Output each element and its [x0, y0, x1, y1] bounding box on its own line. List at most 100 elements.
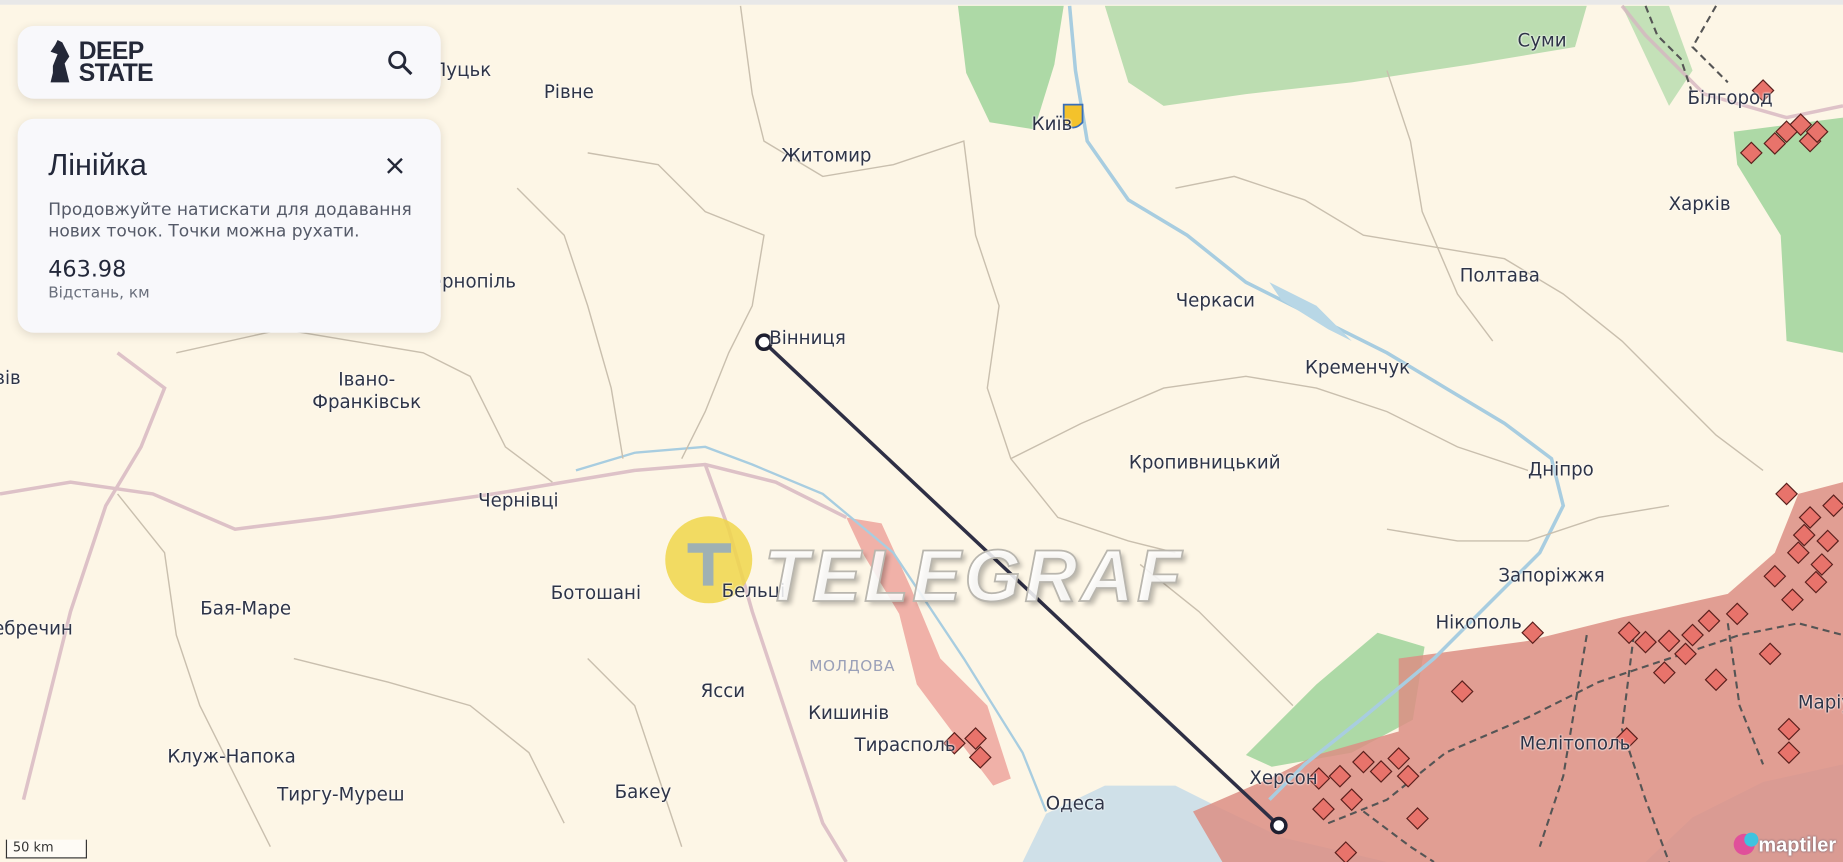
city-label: Мелітополь	[1519, 733, 1631, 755]
city-label: Рівне	[543, 81, 594, 103]
city-label: Львів	[0, 367, 21, 389]
strike-marker	[1816, 529, 1840, 553]
strike-marker	[1781, 588, 1804, 612]
city-label: Ботошані	[550, 582, 642, 604]
strike-marker	[1739, 141, 1763, 165]
strike-marker	[1369, 760, 1393, 783]
city-label: Бельці	[721, 580, 786, 602]
strike-marker	[1334, 841, 1358, 862]
strike-marker	[1777, 741, 1801, 765]
strike-marker	[964, 727, 987, 750]
watermark-glyph	[687, 543, 732, 586]
strike-marker	[1615, 727, 1639, 750]
watermark: TELEGRAF	[763, 535, 1185, 618]
river	[1067, 5, 1566, 801]
city-label: Кишинів	[808, 702, 890, 724]
forest	[1733, 117, 1843, 353]
strike-marker	[1634, 630, 1657, 654]
strike-marker	[942, 731, 966, 755]
city-label: Запоріжжя	[1498, 565, 1605, 587]
occupied-area	[1193, 482, 1843, 862]
strike-marker	[1340, 788, 1364, 812]
strike-marker	[1751, 79, 1775, 102]
ruler-panel: Лінійка Продовжуйте натискати для додава…	[17, 118, 441, 333]
city-label: Тиргу-Муреш	[277, 783, 405, 805]
strike-marker	[1307, 767, 1331, 790]
reservoir	[1269, 282, 1352, 342]
transnistria	[846, 517, 1011, 786]
forest	[1245, 632, 1425, 767]
strike-marker	[1681, 623, 1704, 647]
maptiler-logo	[1744, 832, 1759, 847]
attribution[interactable]: maptiler	[1758, 833, 1837, 857]
strike-marker	[1763, 132, 1787, 155]
city-label: Херсон	[1249, 767, 1318, 789]
forest	[957, 5, 1064, 130]
scale-bar: 50 km	[5, 839, 87, 859]
strike-marker	[1805, 120, 1829, 144]
strike-marker	[1775, 482, 1798, 506]
strike-marker	[1758, 642, 1782, 666]
strike-marker	[1406, 807, 1429, 830]
search-button[interactable]	[387, 49, 415, 77]
strike-marker	[1450, 680, 1474, 703]
country-label: МОЛДОВА	[809, 657, 896, 676]
header-panel: DEEP STATE	[17, 25, 441, 99]
forest	[1104, 5, 1587, 106]
strike-marker	[1697, 609, 1721, 633]
strike-marker	[1396, 764, 1420, 788]
strike-marker	[1652, 661, 1676, 685]
city-label: Білгород	[1687, 87, 1773, 109]
strike-marker	[1775, 120, 1798, 144]
ruler-point[interactable]	[755, 333, 773, 352]
city-label: Ясси	[700, 680, 746, 702]
distance-label: Відстань, км	[48, 284, 150, 303]
strike-marker	[1798, 506, 1822, 529]
strike-marker	[1617, 621, 1641, 645]
strike-marker	[968, 745, 992, 769]
ruler-hint: Продовжуйте натискати для додавання нови…	[48, 201, 412, 242]
city-label: Маріуполь	[1797, 692, 1843, 714]
strike-marker	[1352, 750, 1375, 774]
close-button[interactable]	[384, 155, 405, 176]
ruler-line	[762, 340, 1281, 827]
strike-marker	[1521, 621, 1545, 645]
strike-marker	[1704, 668, 1728, 692]
strike-marker	[1763, 564, 1787, 588]
city-label: Житомир	[781, 145, 872, 167]
city-label: Кропивницький	[1128, 452, 1281, 474]
strike-marker	[1786, 541, 1810, 565]
forest	[1622, 5, 1693, 106]
city-label: Кременчук	[1305, 356, 1411, 379]
strike-marker	[1674, 642, 1697, 666]
strike-marker	[1810, 553, 1834, 576]
strike-marker	[1804, 570, 1828, 594]
ruler-point[interactable]	[1269, 816, 1288, 835]
logo-icon	[50, 39, 70, 83]
strike-marker	[1657, 629, 1681, 653]
city-label: Одеса	[1045, 793, 1106, 815]
strike-markers	[942, 79, 1843, 862]
logo[interactable]: DEEP STATE	[78, 37, 154, 86]
city-label: Бакеу	[614, 781, 672, 803]
strike-marker	[1328, 764, 1352, 788]
strike-marker	[1387, 747, 1411, 770]
city-label: Полтава	[1459, 265, 1540, 287]
river	[575, 445, 1048, 812]
logo-text: DEEP	[78, 37, 144, 65]
distance-value: 463.98	[48, 256, 127, 283]
city-label: Бая-Маре	[200, 597, 292, 620]
city-label: Клуж-Напока	[167, 746, 296, 768]
city-label: Луцьк	[432, 59, 492, 81]
city-label: Тирасполь	[854, 734, 956, 756]
top-edge	[0, 0, 1843, 5]
city-label: Івано-Франківськ	[312, 369, 422, 413]
strike-marker	[1725, 602, 1749, 626]
strike-marker	[1792, 523, 1816, 547]
city-label: Чернівці	[478, 489, 559, 511]
city-label: Вінниця	[769, 327, 846, 349]
